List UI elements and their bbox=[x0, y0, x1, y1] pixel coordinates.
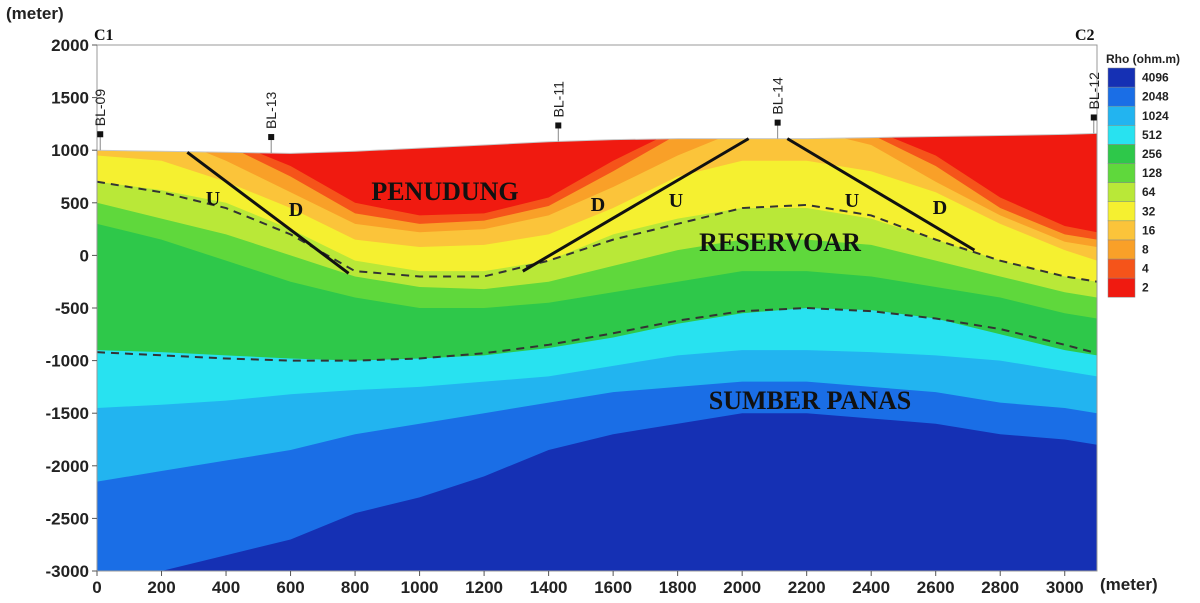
y-tick-label: -2000 bbox=[46, 457, 89, 476]
station-marker bbox=[268, 134, 274, 140]
legend-swatch bbox=[1108, 144, 1135, 163]
annotation: D bbox=[591, 194, 605, 216]
annotation: RESERVOAR bbox=[699, 228, 861, 257]
legend-swatch bbox=[1108, 259, 1135, 278]
y-tick-label: 0 bbox=[80, 246, 89, 265]
station-label: BL-11 bbox=[550, 81, 566, 118]
y-axis-label: (meter) bbox=[6, 4, 64, 23]
x-tick-label: 2600 bbox=[917, 578, 955, 597]
legend-label: 4096 bbox=[1142, 71, 1169, 85]
legend-swatch bbox=[1108, 106, 1135, 125]
annotation: U bbox=[845, 190, 859, 212]
annotation: U bbox=[206, 188, 220, 210]
annotation: SUMBER PANAS bbox=[709, 386, 911, 415]
legend-label: 256 bbox=[1142, 147, 1162, 161]
left-label: C1 bbox=[94, 27, 114, 44]
legend-swatch bbox=[1108, 87, 1135, 106]
legend-swatch bbox=[1108, 164, 1135, 183]
legend-label: 512 bbox=[1142, 128, 1162, 142]
x-tick-label: 600 bbox=[276, 578, 304, 597]
station-marker bbox=[775, 120, 781, 126]
x-tick-label: 1800 bbox=[659, 578, 697, 597]
legend-title: Rho (ohm.m) bbox=[1106, 52, 1180, 66]
station-label: BL-14 bbox=[770, 77, 786, 115]
legend-label: 16 bbox=[1142, 223, 1156, 237]
x-tick-label: 1400 bbox=[530, 578, 568, 597]
x-tick-label: 1600 bbox=[594, 578, 632, 597]
x-tick-label: 1200 bbox=[465, 578, 503, 597]
y-tick-label: 500 bbox=[61, 194, 89, 213]
station-marker bbox=[555, 122, 561, 128]
x-tick-label: 2400 bbox=[852, 578, 890, 597]
y-tick-label: 1500 bbox=[51, 89, 89, 108]
x-tick-label: 2800 bbox=[981, 578, 1019, 597]
chart: (meter) (meter) C1 C2 Rho (ohm.m) 200015… bbox=[0, 0, 1200, 603]
x-tick-label: 200 bbox=[147, 578, 175, 597]
y-tick-label: 1000 bbox=[51, 141, 89, 160]
legend-label: 64 bbox=[1142, 185, 1156, 199]
legend-label: 32 bbox=[1142, 204, 1156, 218]
annotation: U bbox=[669, 190, 683, 212]
x-tick-label: 3000 bbox=[1046, 578, 1084, 597]
legend-label: 2048 bbox=[1142, 90, 1169, 104]
legend-label: 2 bbox=[1142, 281, 1149, 295]
x-axis-label: (meter) bbox=[1100, 575, 1158, 594]
y-tick-label: 2000 bbox=[51, 36, 89, 55]
x-tick-label: 800 bbox=[341, 578, 369, 597]
legend-swatch bbox=[1108, 68, 1135, 87]
x-tick-label: 400 bbox=[212, 578, 240, 597]
x-tick-label: 2200 bbox=[788, 578, 826, 597]
y-tick-label: -500 bbox=[55, 299, 89, 318]
right-label: C2 bbox=[1075, 27, 1095, 44]
legend-swatch bbox=[1108, 202, 1135, 221]
station-label: BL-09 bbox=[92, 89, 108, 127]
annotation: PENUDUNG bbox=[371, 177, 518, 206]
legend-label: 8 bbox=[1142, 242, 1149, 256]
y-tick-label: -1500 bbox=[46, 404, 89, 423]
station-marker bbox=[1091, 114, 1097, 120]
legend-swatch bbox=[1108, 278, 1135, 297]
legend-label: 4 bbox=[1142, 262, 1149, 276]
station-marker bbox=[97, 131, 103, 137]
x-tick-label: 2000 bbox=[723, 578, 761, 597]
legend-swatch bbox=[1108, 221, 1135, 240]
station-label: BL-13 bbox=[263, 91, 279, 129]
legend-swatch bbox=[1108, 240, 1135, 259]
legend-label: 1024 bbox=[1142, 109, 1169, 123]
y-tick-label: -1000 bbox=[46, 352, 89, 371]
x-tick-label: 1000 bbox=[401, 578, 439, 597]
legend-swatch bbox=[1108, 125, 1135, 144]
y-tick-label: -2500 bbox=[46, 509, 89, 528]
annotation: D bbox=[289, 199, 303, 221]
y-tick-label: -3000 bbox=[46, 562, 89, 581]
legend-label: 128 bbox=[1142, 166, 1162, 180]
x-tick-label: 0 bbox=[92, 578, 101, 597]
legend-swatch bbox=[1108, 183, 1135, 202]
annotation: D bbox=[933, 197, 947, 219]
station-label: BL-12 bbox=[1086, 72, 1102, 110]
